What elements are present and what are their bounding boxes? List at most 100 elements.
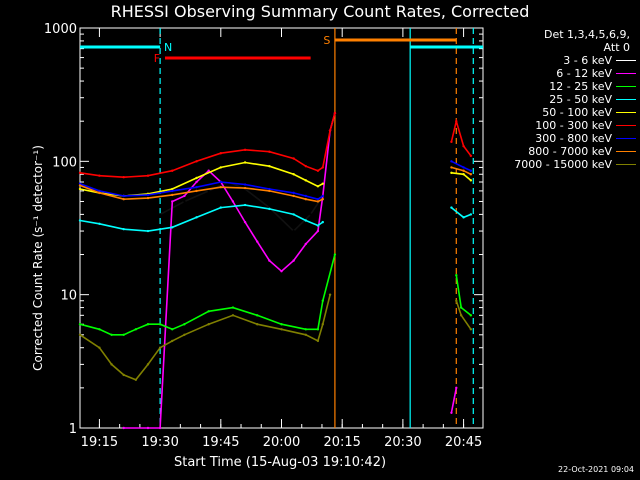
data-point	[183, 333, 186, 337]
data-point	[450, 140, 453, 144]
data-point	[256, 314, 259, 317]
data-point	[304, 197, 307, 201]
data-point	[171, 339, 174, 343]
data-point	[304, 328, 307, 331]
data-point	[450, 206, 453, 209]
data-point	[469, 328, 473, 331]
data-point	[195, 160, 198, 163]
data-point	[78, 182, 82, 185]
x-tick-label: 19:15	[81, 435, 118, 450]
data-point	[321, 166, 324, 169]
legend-label: 12 - 25 keV	[549, 80, 612, 93]
data-point	[316, 185, 320, 188]
data-point	[292, 194, 295, 198]
data-point	[98, 191, 101, 195]
data-point	[292, 259, 295, 262]
data-point	[110, 333, 113, 337]
legend-label: 100 - 300 keV	[535, 119, 612, 132]
data-point	[304, 242, 307, 246]
data-point	[171, 328, 174, 331]
data-point	[134, 328, 138, 331]
data-point	[316, 328, 320, 331]
legend-label: 50 - 100 keV	[542, 106, 612, 119]
chart-title: RHESSI Observing Summary Count Rates, Co…	[110, 2, 530, 21]
data-point	[304, 179, 307, 182]
legend-entry: 7000 - 15000 keV	[486, 158, 636, 171]
data-point	[256, 240, 259, 243]
flag-label: N	[164, 41, 172, 54]
plot-frame	[79, 27, 484, 429]
data-point	[450, 160, 453, 163]
data-point	[256, 323, 259, 326]
data-point	[171, 187, 174, 191]
x-tick-label: 19:30	[141, 435, 178, 450]
legend-label: 25 - 50 keV	[549, 93, 612, 106]
data-point	[321, 299, 324, 302]
series-2	[122, 111, 458, 430]
data-point	[243, 148, 247, 152]
legend-header-line1: Det 1,3,4,5,6,9,	[543, 28, 630, 41]
series-3	[78, 253, 473, 337]
data-point	[98, 222, 101, 226]
data-point	[333, 111, 337, 115]
data-point	[469, 213, 473, 216]
data-point	[469, 169, 473, 172]
data-point	[219, 152, 223, 155]
series-line	[123, 112, 458, 429]
data-point	[171, 226, 174, 229]
data-point	[158, 213, 162, 216]
series-line	[79, 166, 472, 203]
data-point	[268, 259, 271, 262]
data-point	[219, 185, 223, 189]
x-tick-label: 20:00	[263, 435, 300, 450]
legend-swatch	[616, 73, 636, 74]
data-point	[219, 180, 223, 184]
legend-entry: 800 - 7000 keV	[486, 145, 636, 158]
data-point	[207, 189, 210, 193]
data-point	[98, 174, 101, 177]
series-7	[78, 160, 473, 201]
series-8	[78, 166, 473, 203]
data-point	[316, 169, 320, 172]
data-point	[304, 194, 307, 198]
data-point	[207, 169, 210, 172]
flag-label: F	[154, 52, 160, 65]
y-tick-label: 1	[69, 422, 77, 437]
data-point	[146, 363, 150, 366]
data-point	[455, 273, 458, 277]
y-tick-label: 1000	[44, 22, 77, 37]
data-point	[304, 333, 307, 337]
legend-entry: 3 - 6 keV	[486, 54, 636, 67]
data-point	[268, 150, 271, 153]
x-tick-label: 20:15	[323, 435, 360, 450]
data-point	[455, 386, 458, 390]
data-point	[469, 154, 473, 158]
data-point	[469, 173, 473, 176]
data-point	[195, 185, 198, 189]
data-point	[292, 229, 295, 233]
data-point	[207, 323, 210, 326]
data-point	[183, 194, 186, 198]
legend-swatch	[616, 60, 636, 61]
data-point	[321, 194, 324, 198]
data-point	[243, 161, 247, 164]
data-point	[146, 323, 150, 326]
data-point	[459, 314, 463, 317]
legend-label: 800 - 7000 keV	[528, 145, 612, 158]
data-point	[292, 173, 295, 176]
data-point	[316, 200, 320, 203]
data-point	[98, 346, 101, 349]
data-point	[243, 220, 247, 224]
data-point	[280, 328, 283, 331]
series-line	[79, 204, 472, 232]
data-point	[171, 169, 174, 172]
data-point	[462, 166, 465, 169]
data-point	[110, 363, 113, 366]
data-point	[122, 333, 125, 337]
data-point	[309, 213, 312, 216]
y-tick-label: 100	[52, 155, 77, 170]
data-point	[98, 189, 101, 193]
data-point	[231, 306, 235, 309]
data-point	[462, 144, 465, 148]
data-point	[455, 119, 458, 123]
